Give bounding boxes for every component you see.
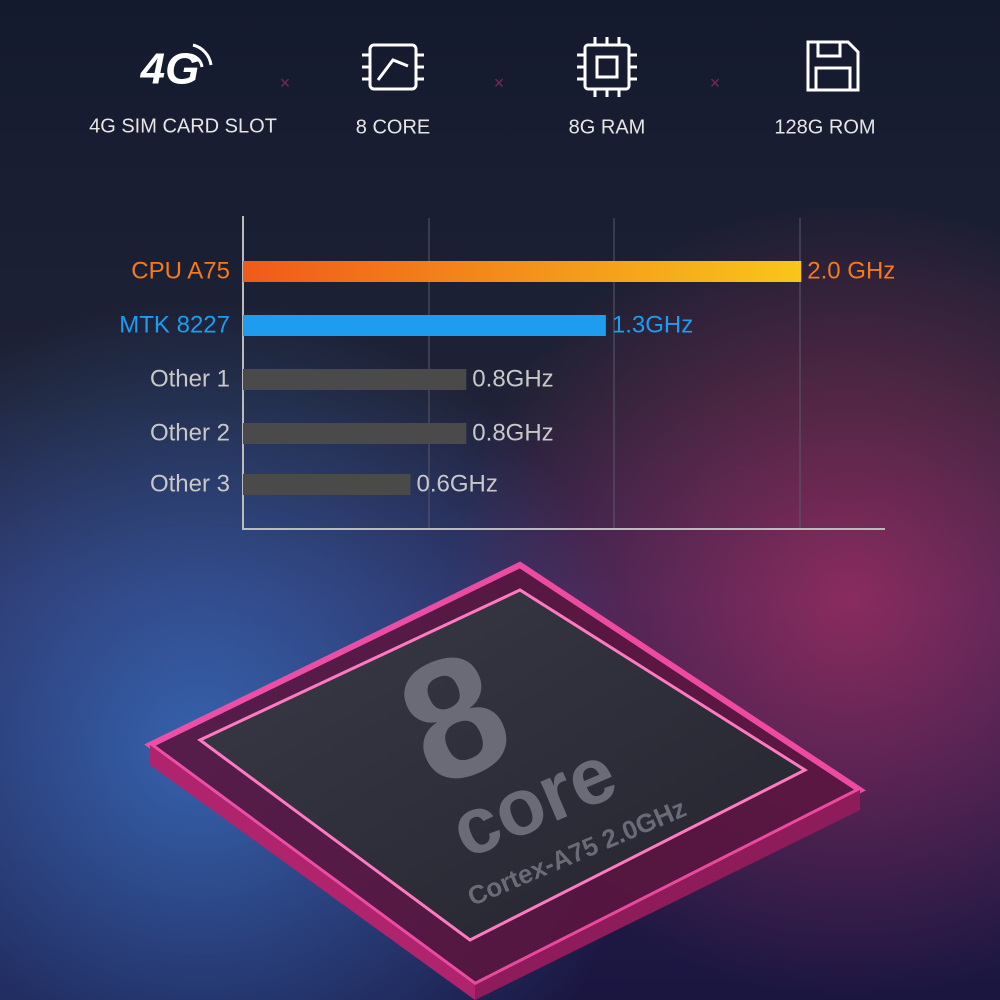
icon-4g: 4G (140, 45, 200, 94)
bar (243, 474, 411, 495)
bar (243, 315, 606, 336)
separators: × × × (280, 73, 721, 93)
feature-label: 4G SIM CARD SLOT (89, 115, 277, 137)
feature-label: 8 CORE (356, 116, 430, 138)
bar (243, 369, 467, 390)
category-label: Other 3 (150, 470, 230, 497)
value-label: 1.3GHz (612, 311, 693, 338)
feature-label: 128G ROM (774, 116, 875, 138)
category-label: MTK 8227 (119, 311, 230, 338)
svg-text:×: × (710, 73, 721, 93)
value-label: 2.0 GHz (807, 257, 895, 284)
bar (243, 261, 802, 282)
category-label: Other 2 (150, 419, 230, 446)
feature-label: 8G RAM (569, 116, 646, 138)
value-label: 0.8GHz (472, 419, 553, 446)
category-label: Other 1 (150, 365, 230, 392)
value-label: 0.8GHz (472, 365, 553, 392)
bar (243, 423, 467, 444)
chip: 8 core Cortex-A75 2.0GHz (144, 561, 866, 1000)
value-label: 0.6GHz (416, 470, 497, 497)
svg-text:×: × (280, 73, 291, 93)
svg-text:×: × (494, 73, 505, 93)
category-label: CPU A75 (131, 257, 230, 284)
icons (189, 37, 860, 97)
